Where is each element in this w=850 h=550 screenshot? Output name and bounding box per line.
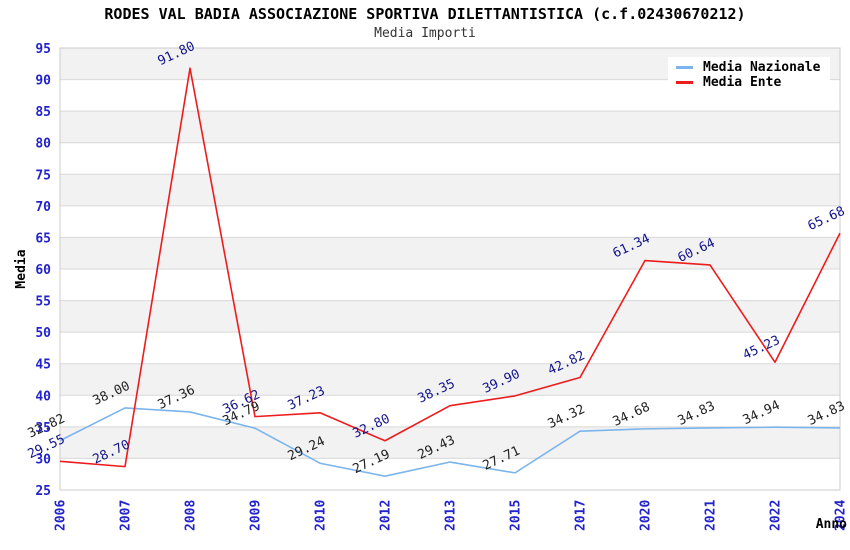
x-tick-label: 2008: [184, 500, 199, 531]
plot-band: [60, 174, 840, 206]
legend-label-ente: Media Ente: [703, 75, 782, 90]
plot-band: [60, 300, 840, 333]
x-tick-label: 2013: [444, 500, 459, 531]
x-tick-label: 2009: [249, 500, 264, 531]
y-tick-label: 65: [35, 231, 51, 246]
legend-label-nazionale: Media Nazionale: [703, 60, 821, 75]
plot-border: [59, 47, 841, 491]
x-tick-label: 2012: [379, 500, 394, 531]
y-tick-label: 40: [35, 389, 51, 404]
y-tick-label: 95: [35, 42, 51, 57]
legend-item-media-ente: Media Ente: [676, 75, 820, 90]
y-tick-label: 55: [35, 295, 51, 310]
data-label-media-nazionale: 34.94: [741, 398, 783, 428]
x-tick-label: 2010: [314, 500, 329, 531]
series-line-media-nazionale: [59, 407, 841, 477]
x-tick-label: 2022: [769, 500, 784, 531]
y-tick-label: 35: [35, 421, 51, 436]
y-tick-label: 85: [35, 105, 51, 120]
y-tick-label: 25: [35, 484, 51, 499]
y-tick-label: 50: [35, 326, 51, 341]
chart-title: RODES VAL BADIA ASSOCIAZIONE SPORTIVA DI…: [104, 5, 746, 23]
y-tick-label: 90: [35, 74, 51, 89]
legend: Media Nazionale Media Ente: [668, 57, 831, 93]
series-line-media-ente: [59, 67, 841, 468]
x-tick-label: 2017: [574, 500, 589, 531]
data-label-media-ente: 65.68: [806, 204, 848, 234]
data-label-media-nazionale: 34.68: [611, 400, 653, 430]
x-tick-label: 2015: [509, 500, 524, 531]
plot-band: [60, 237, 840, 269]
legend-line-swatch-nazionale: [676, 66, 693, 69]
y-tick-label: 70: [35, 200, 51, 215]
legend-line-swatch-ente: [676, 81, 693, 84]
y-tick-label: 60: [35, 263, 51, 278]
data-label-media-nazionale: 34.83: [676, 399, 718, 429]
x-tick-label: 2006: [54, 500, 69, 531]
x-tick-label: 2020: [639, 500, 654, 531]
plot-band: [60, 426, 840, 459]
y-tick-label: 45: [35, 358, 51, 373]
x-tick-label: 2021: [704, 500, 719, 531]
y-tick-label: 80: [35, 137, 51, 152]
x-tick-label: 2024: [834, 500, 849, 531]
plot-band: [60, 111, 840, 143]
x-axis-title: Anno: [816, 517, 847, 532]
data-label-media-nazionale: 34.83: [806, 399, 848, 429]
y-axis-title: Media: [14, 249, 29, 288]
y-tick-label: 75: [35, 168, 51, 183]
y-tick-label: 30: [35, 452, 51, 467]
legend-item-media-nazionale: Media Nazionale: [676, 60, 820, 75]
chart-subtitle: Media Importi: [374, 26, 476, 41]
plot-band: [60, 363, 840, 396]
x-tick-label: 2007: [119, 500, 134, 531]
